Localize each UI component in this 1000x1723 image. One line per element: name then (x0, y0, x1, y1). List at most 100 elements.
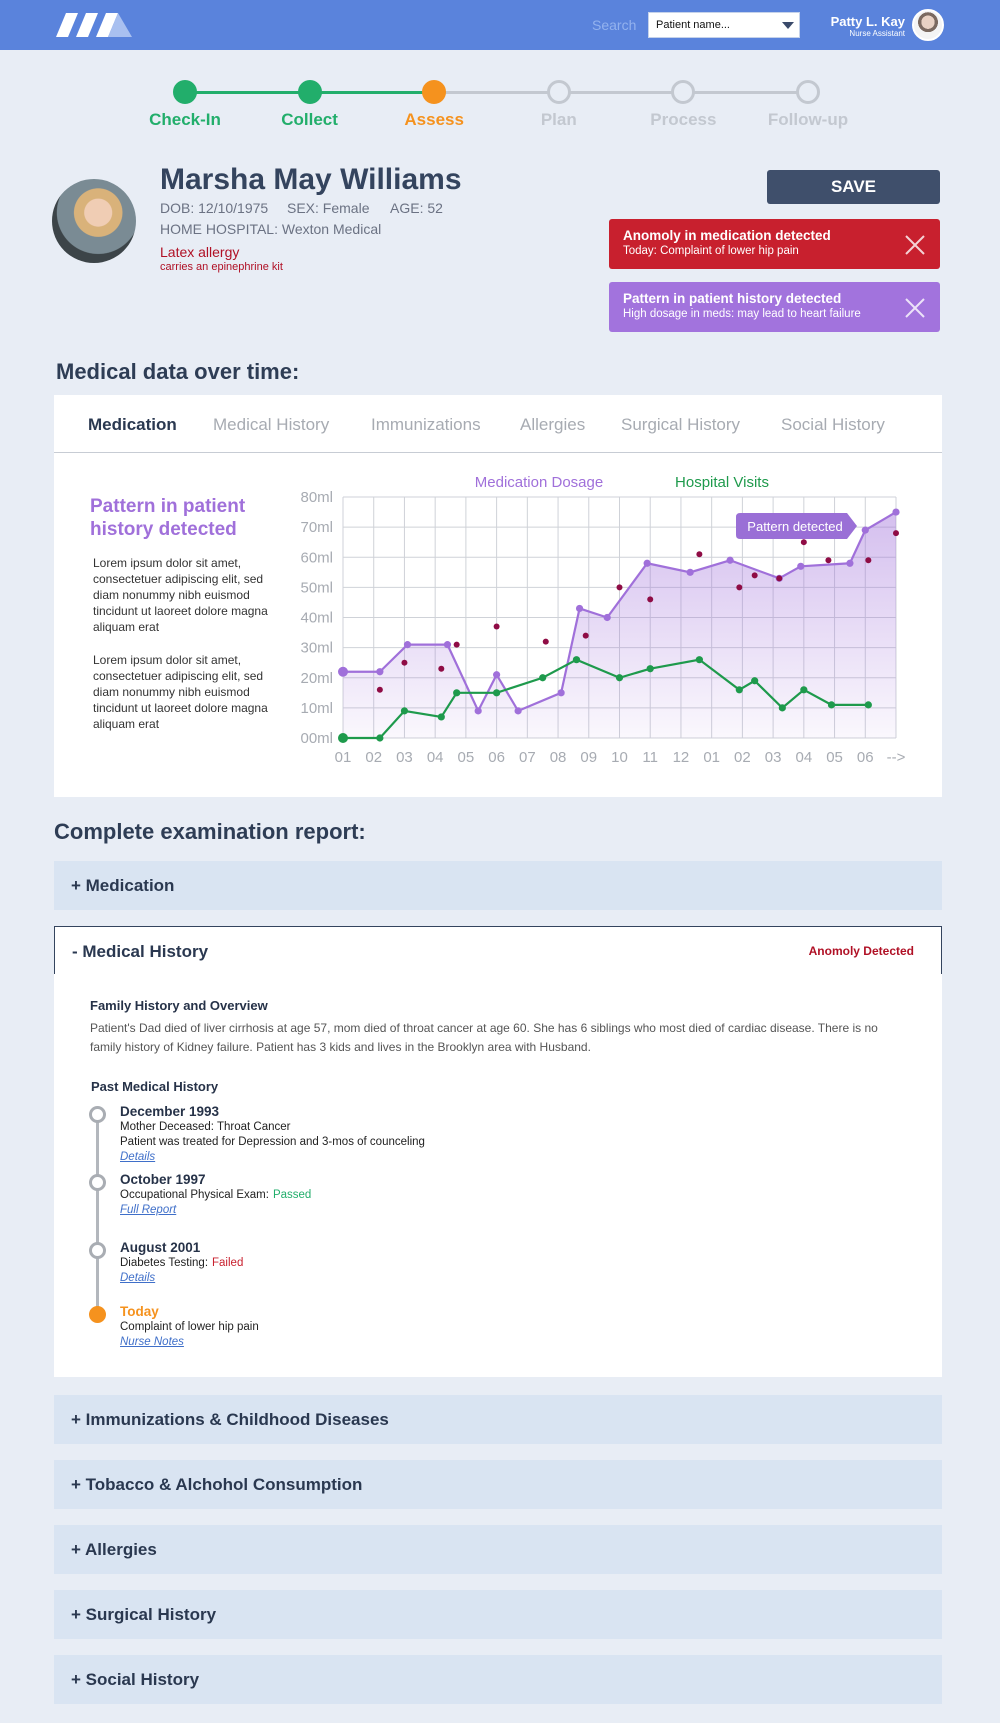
accordion-item[interactable]: + Medication (54, 861, 942, 910)
point (338, 666, 348, 677)
alert-title: Pattern in patient history detected (623, 291, 842, 306)
patient-name: Marsha May Williams (160, 163, 462, 196)
point (751, 572, 758, 579)
step-dot (796, 80, 820, 104)
point (800, 539, 807, 546)
accordion-item-open[interactable]: - Medical History Anomoly Detected (54, 926, 942, 975)
timeline-text: Occupational Physical Exam: Passed (120, 1189, 312, 1201)
x-tick-label: 08 (550, 749, 567, 766)
y-tick-label: 60ml (300, 549, 333, 566)
alert-detail: High dosage in meds: may lead to heart f… (623, 308, 861, 320)
accordion-label: + Allergies (71, 1540, 157, 1559)
annotation-tag (736, 513, 857, 539)
timeline-result: Failed (212, 1257, 244, 1269)
tab[interactable]: Social History (781, 415, 885, 434)
point (376, 686, 383, 693)
x-tick-label: 07 (519, 749, 536, 766)
timeline-link[interactable]: Details (120, 1151, 156, 1163)
step-connector (558, 91, 684, 94)
x-tick-label: 01 (703, 749, 720, 766)
point (453, 689, 461, 697)
point (514, 707, 522, 715)
point (338, 733, 348, 743)
point (582, 632, 589, 639)
accordion-item[interactable]: + Surgical History (54, 1590, 942, 1639)
timeline-link[interactable]: Full Report (120, 1204, 177, 1216)
step-label: Assess (404, 110, 464, 129)
legend-entry: Medication Dosage (475, 474, 603, 491)
alert-close[interactable] (904, 234, 926, 256)
accordion-label: + Tobacco & Alchohol Consumption (71, 1475, 363, 1494)
alert: Pattern in patient history detected High … (609, 282, 940, 332)
x-tick-label: 05 (458, 749, 475, 766)
step-label: Process (650, 110, 717, 129)
step-label: Follow-up (767, 110, 849, 129)
point (403, 641, 412, 649)
patient-sex: SEX: Female (287, 200, 370, 216)
timeline-dot (89, 1174, 106, 1191)
x-tick-label: 02 (365, 749, 382, 766)
point (493, 689, 501, 697)
timeline-dot (89, 1242, 106, 1259)
timeline-link[interactable]: Nurse Notes (120, 1336, 184, 1348)
patient-age: AGE: 52 (390, 200, 443, 216)
patient-allergy: Latex allergy (160, 244, 240, 260)
section-title: Complete examination report: (54, 819, 366, 844)
x-tick-label: 06 (857, 749, 874, 766)
alert-close[interactable] (904, 297, 926, 319)
point (453, 641, 460, 648)
point (400, 707, 409, 715)
point (643, 559, 651, 567)
timeline-date: December 1993 (120, 1104, 220, 1119)
step-connector (683, 91, 808, 94)
point (603, 613, 611, 622)
side-title: Pattern in patient history detected (90, 496, 246, 540)
tab-active[interactable]: Medication (88, 415, 177, 434)
step-dot (671, 80, 696, 104)
point (493, 623, 500, 630)
patient-photo (52, 179, 136, 263)
point (893, 530, 899, 537)
x-tick-label: 05 (826, 749, 843, 766)
tab[interactable]: Allergies (520, 415, 586, 434)
logo[interactable] (56, 13, 132, 37)
user-avatar[interactable] (912, 9, 944, 41)
accordion-item[interactable]: + Immunizations & Childhood Diseases (54, 1395, 942, 1444)
timeline-line (96, 1115, 99, 1316)
alert: Anomoly in medication detected Today: Com… (609, 219, 940, 269)
user-name: Patty L. Kay (830, 14, 905, 29)
line (343, 511, 897, 714)
tab[interactable]: Immunizations (371, 415, 481, 434)
alert-title: Anomoly in medication detected (623, 228, 831, 243)
point (646, 665, 654, 673)
chart-card: Pattern in patient history detected Lore… (54, 395, 942, 797)
point (846, 559, 854, 567)
patient-select[interactable]: Patient name... (648, 12, 800, 38)
patient-hospital: HOME HOSPITAL: Wexton Medical (160, 221, 382, 237)
point (686, 568, 694, 576)
step-connector (309, 91, 435, 94)
save-button[interactable]: SAVE (767, 170, 940, 204)
allergy-note: carries an epinephrine kit (160, 261, 283, 273)
timeline-link[interactable]: Details (120, 1272, 156, 1284)
top-bar: Search Patient name... Patty L. Kay Nurs… (0, 0, 1000, 50)
section-title: Medical data over time: (56, 359, 300, 384)
point (616, 584, 623, 591)
x-tick-label: 01 (335, 749, 352, 766)
annotation: Pattern detected (747, 519, 842, 534)
accordion-item[interactable]: + Tobacco & Alchohol Consumption (54, 1460, 942, 1509)
timeline-text: Mother Deceased: Throat Cancer (120, 1121, 291, 1133)
point (865, 557, 872, 564)
point (800, 686, 808, 694)
point (401, 659, 408, 666)
step-dot (297, 80, 322, 104)
point (493, 671, 501, 679)
accordion-item[interactable]: + Allergies (54, 1525, 942, 1574)
timeline-date: Today (120, 1304, 159, 1319)
y-tick-label: 80ml (300, 489, 333, 506)
tab[interactable]: Medical History (213, 415, 330, 434)
tab[interactable]: Surgical History (621, 415, 741, 434)
accordion-item[interactable]: + Social History (54, 1655, 942, 1704)
point (474, 707, 482, 715)
